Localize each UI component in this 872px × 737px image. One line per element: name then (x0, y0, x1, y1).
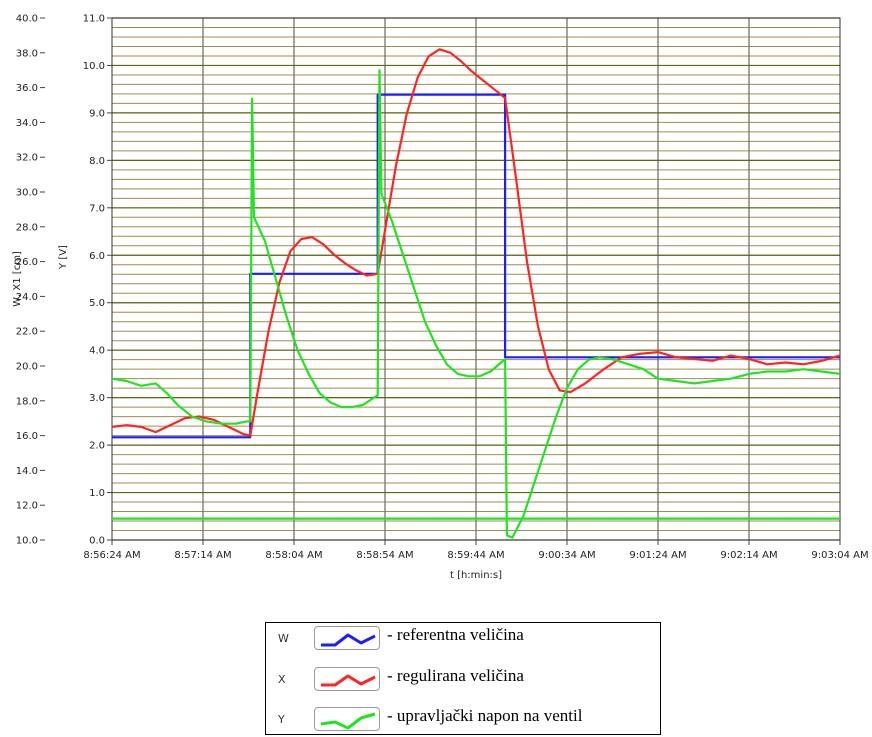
legend: W - referentna veličina X - regulirana v… (265, 622, 661, 735)
series-line-y (111, 69, 841, 539)
y-right-tick-label: 6.0 (89, 251, 105, 262)
x-tick-label: 8:57:14 AM (174, 550, 231, 561)
y-left-tick-label: 14.0 (16, 466, 38, 477)
legend-item-y: Y - upravljački napon na ventil (266, 705, 660, 735)
y-right-tick-label: 11.0 (83, 14, 105, 25)
legend-label-x: - regulirana veličina (387, 666, 524, 685)
legend-label-w: - referentna veličina (387, 625, 524, 644)
x-tick-label: 8:58:54 AM (356, 550, 413, 561)
x-tick-label: 8:58:04 AM (265, 550, 322, 561)
legend-swatch-line-w (321, 633, 376, 647)
y-right-tick-label: 8.0 (89, 156, 105, 167)
line-chart: 40.0 38.0 36.0 34.0 32.0 30.0 28.0 26.0 24.0 22.0… (12, 14, 869, 582)
x-tick-label: 8:59:44 AM (447, 550, 504, 561)
x-tick-label: 9:02:14 AM (720, 550, 777, 561)
series-line-x (111, 48, 841, 437)
y-left-tick-label: 34.0 (16, 118, 38, 129)
legend-swatch-line-x (321, 674, 376, 687)
legend-key-x: X (278, 673, 286, 686)
y-left-axis-title: W, X1 [cm] (12, 251, 23, 307)
y-right-axis-title: Y [V] (58, 245, 69, 270)
chart-grid (111, 17, 841, 541)
legend-item-x: X - regulirana veličina (266, 665, 660, 695)
y-left-tick-label: 38.0 (16, 48, 38, 59)
y-left-axis: 40.0 38.0 36.0 34.0 32.0 30.0 28.0 26.0 24.0 22.0… (16, 14, 45, 547)
legend-key-y: Y (278, 713, 285, 726)
y-left-tick-label: 18.0 (16, 396, 38, 407)
y-left-tick-label: 20.0 (16, 362, 38, 373)
y-left-tick-label: 40.0 (16, 14, 38, 25)
y-left-tick-label: 12.0 (16, 501, 38, 512)
y-left-tick-label: 16.0 (16, 431, 38, 442)
y-left-tick-label: 26.0 (16, 257, 38, 268)
y-left-tick-label: 36.0 (16, 83, 38, 94)
legend-label-y: - upravljački napon na ventil (387, 706, 583, 725)
y-left-tick-label: 32.0 (16, 153, 38, 164)
y-left-tick-label: 30.0 (16, 188, 38, 199)
legend-key-w: W (278, 632, 289, 645)
x-tick-label: 9:03:04 AM (811, 550, 868, 561)
y-right-tick-label: 3.0 (89, 393, 105, 404)
legend-swatch-y (314, 707, 380, 731)
x-tick-label: 9:00:34 AM (538, 550, 595, 561)
y-right-tick-label: 2.0 (89, 441, 105, 452)
y-left-tick-label: 24.0 (16, 292, 38, 303)
series-layer (111, 48, 841, 539)
legend-swatch-x (314, 667, 380, 691)
legend-swatch-line-y (320, 712, 376, 730)
y-right-tick-label: 5.0 (89, 298, 105, 309)
x-axis: 8:56:24 AM 8:57:14 AM 8:58:04 AM 8:58:54 AM… (83, 540, 869, 561)
y-right-tick-label: 9.0 (89, 108, 105, 119)
y-right-tick-label: 4.0 (89, 346, 105, 357)
y-left-tick-label: 22.0 (16, 327, 38, 338)
x-tick-label: 8:56:24 AM (83, 550, 140, 561)
y-right-axis: 11.0 10.0 9.0 8.0 7.0 6.0 5.0 4.0 3.0 2.0 1.0 0.0 (83, 14, 112, 547)
y-right-tick-label: 1.0 (89, 488, 105, 499)
y-left-tick-label: 10.0 (16, 536, 38, 547)
y-right-tick-label: 10.0 (83, 61, 105, 72)
y-left-tick-label: 28.0 (16, 222, 38, 233)
legend-swatch-w (314, 626, 380, 650)
x-axis-title: t [h:min:s] (450, 570, 502, 581)
x-tick-label: 9:01:24 AM (629, 550, 686, 561)
y-right-tick-label: 0.0 (89, 536, 105, 547)
y-right-tick-label: 7.0 (89, 203, 105, 214)
legend-item-w: W - referentna veličina (266, 624, 660, 654)
